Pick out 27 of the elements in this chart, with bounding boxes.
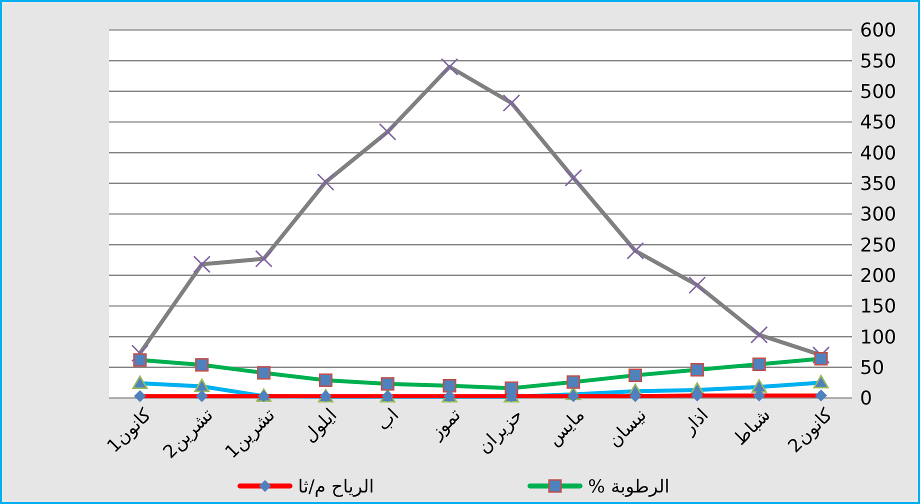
x-tick-label: مايس — [544, 404, 589, 450]
y-tick-label: 250 — [860, 234, 896, 256]
y-tick-label: 450 — [860, 112, 896, 134]
x-tick-label: حزيران — [474, 404, 527, 458]
y-tick-label: 0 — [860, 388, 872, 410]
y-tick-label: 550 — [860, 50, 896, 72]
y-tick-label: 100 — [860, 326, 896, 348]
x-tick-label: تشرين1 — [221, 404, 280, 463]
y-tick-label: 200 — [860, 264, 896, 287]
x-tick-label: ايلول — [299, 404, 342, 447]
y-tick-label: 400 — [860, 142, 896, 164]
y-tick-label: 50 — [860, 356, 884, 379]
y-tick-label: 150 — [860, 296, 896, 318]
x-tick-label: تموز — [426, 404, 466, 444]
legend-label: الرطوبة % — [588, 476, 670, 498]
y-tick-label: 600 — [860, 20, 896, 42]
x-tick-label: كانون2 — [784, 404, 837, 458]
x-tick-label: اب — [372, 404, 404, 436]
x-tick-label: شباط — [730, 404, 775, 450]
x-tick-label: تشرين2 — [159, 404, 218, 463]
y-tick-label: 500 — [860, 80, 896, 103]
legend-label: الرياح م/ثا — [298, 476, 374, 498]
x-tick-label: اذار — [678, 404, 713, 440]
y-tick-label: 350 — [860, 172, 896, 195]
y-tick-label: 300 — [860, 204, 896, 226]
x-tick-label: كانون1 — [103, 404, 156, 458]
x-tick-label: نيسان — [604, 404, 651, 452]
